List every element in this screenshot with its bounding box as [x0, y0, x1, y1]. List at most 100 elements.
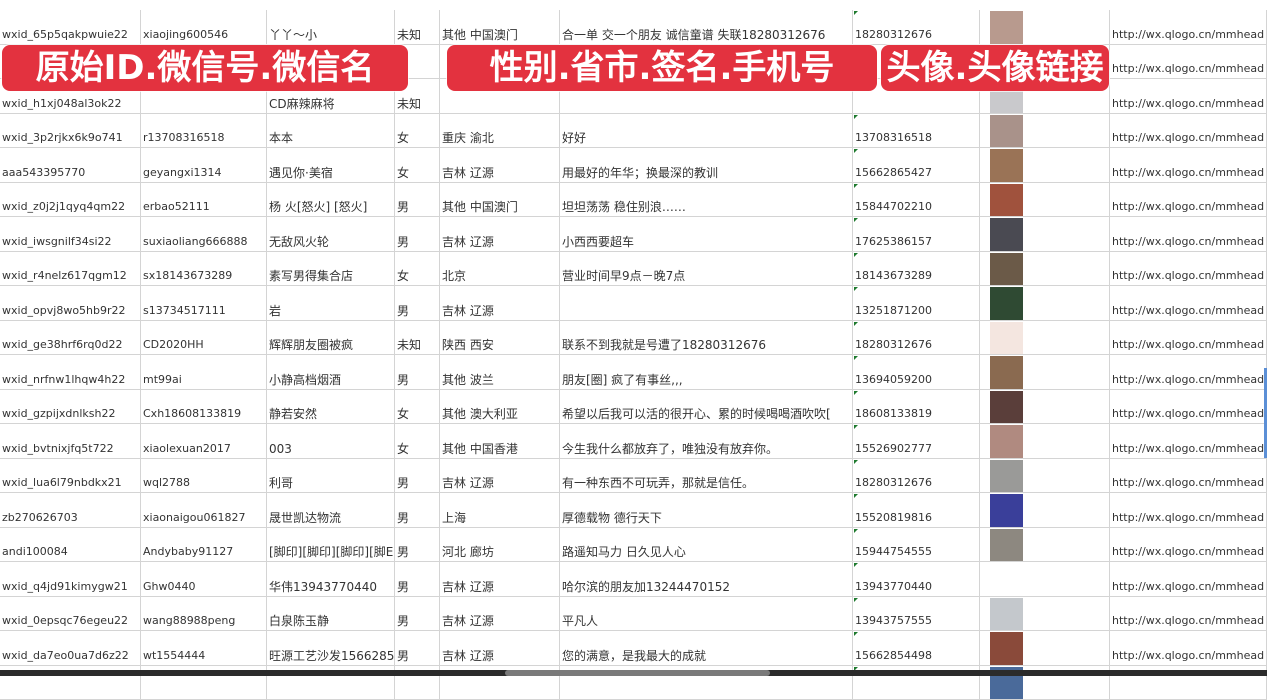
cell-avatar[interactable]	[980, 528, 1110, 562]
cell-avatar[interactable]	[980, 390, 1110, 424]
cell-signature[interactable]: 今生我什么都放弃了，唯独没有放弃你。	[560, 424, 853, 458]
cell-signature[interactable]: 希望以后我可以活的很开心、累的时候喝喝酒吹吹[	[560, 390, 853, 424]
cell-name[interactable]: 遇见你·美宿	[267, 148, 395, 182]
cell-signature[interactable]: 朋友[圈] 疯了有事丝,,,	[560, 355, 853, 389]
cell-region[interactable]: 上海	[440, 493, 560, 527]
cell-phone[interactable]: 18143673289	[853, 252, 980, 286]
cell-id[interactable]: wxid_iwsgnilf34si22	[0, 217, 141, 251]
cell-avatar[interactable]	[980, 183, 1110, 217]
cell-region[interactable]: 陕西 西安	[440, 321, 560, 355]
cell-avatar[interactable]	[980, 562, 1110, 596]
cell-name[interactable]: 辉辉朋友圈被疯	[267, 321, 395, 355]
cell-wechat[interactable]: mt99ai	[141, 355, 267, 389]
cell-wechat[interactable]: geyangxi1314	[141, 148, 267, 182]
cell-signature[interactable]: 您的满意，是我最大的成就	[560, 631, 853, 665]
cell-wechat[interactable]: Ghw0440	[141, 562, 267, 596]
cell-wechat[interactable]: suxiaoliang666888	[141, 217, 267, 251]
cell-wechat[interactable]: wt1554444	[141, 631, 267, 665]
cell-signature[interactable]: 联系不到我就是号遭了18280312676	[560, 321, 853, 355]
cell-id[interactable]: wxid_lua6l79nbdkx21	[0, 459, 141, 493]
cell-region[interactable]: 吉林 辽源	[440, 562, 560, 596]
cell-phone[interactable]: 18280312676	[853, 459, 980, 493]
cell-id[interactable]: aaa543395770	[0, 148, 141, 182]
cell-avatar[interactable]	[980, 424, 1110, 458]
cell-name[interactable]: 白泉陈玉静	[267, 597, 395, 631]
cell-gender[interactable]: 未知	[395, 10, 440, 44]
cell-wechat[interactable]: xiaonaigou061827	[141, 493, 267, 527]
cell-id[interactable]: wxid_65p5qakpwuie22	[0, 10, 141, 44]
cell-phone[interactable]: 15526902777	[853, 424, 980, 458]
cell-url[interactable]: http://wx.qlogo.cn/mmhead	[1110, 528, 1267, 562]
cell-url[interactable]: http://wx.qlogo.cn/mmhead	[1110, 424, 1267, 458]
cell-gender[interactable]: 男	[395, 459, 440, 493]
cell-wechat[interactable]: s13734517111	[141, 286, 267, 320]
cell-region[interactable]: 吉林 辽源	[440, 459, 560, 493]
cell-name[interactable]: 杨 火[怒火] [怒火]	[267, 183, 395, 217]
cell-wechat[interactable]: xiaolexuan2017	[141, 424, 267, 458]
cell-signature[interactable]: 路遥知马力 日久见人心	[560, 528, 853, 562]
cell-phone[interactable]: 15662854498	[853, 631, 980, 665]
cell-id[interactable]: wxid_bvtnixjfq5t722	[0, 424, 141, 458]
cell-id[interactable]: wxid_opvj8wo5hb9r22	[0, 286, 141, 320]
cell-signature[interactable]: 坦坦荡荡 稳住别浪……	[560, 183, 853, 217]
cell-phone[interactable]: 13708316518	[853, 114, 980, 148]
cell-url[interactable]: http://wx.qlogo.cn/mmhead	[1110, 45, 1267, 79]
cell-id[interactable]: wxid_da7eo0ua7d6z22	[0, 631, 141, 665]
cell-name[interactable]: 华伟13943770440	[267, 562, 395, 596]
cell-gender[interactable]: 男	[395, 631, 440, 665]
cell-phone[interactable]: 17625386157	[853, 217, 980, 251]
cell-avatar[interactable]	[980, 631, 1110, 665]
cell-region[interactable]: 吉林 辽源	[440, 597, 560, 631]
cell-signature[interactable]: 合一单 交一个朋友 诚信童谱 失联18280312676	[560, 10, 853, 44]
cell-avatar[interactable]	[980, 286, 1110, 320]
cell-wechat[interactable]: xiaojing600546	[141, 10, 267, 44]
cell-wechat[interactable]: r13708316518	[141, 114, 267, 148]
cell-region[interactable]: 重庆 渝北	[440, 114, 560, 148]
cell-avatar[interactable]	[980, 355, 1110, 389]
cell-gender[interactable]: 男	[395, 528, 440, 562]
cell-wechat[interactable]: Cxh18608133819	[141, 390, 267, 424]
cell-id[interactable]: wxid_z0j2j1qyq4qm22	[0, 183, 141, 217]
cell-id[interactable]: wxid_ge38hrf6rq0d22	[0, 321, 141, 355]
cell-gender[interactable]: 未知	[395, 321, 440, 355]
cell-url[interactable]: http://wx.qlogo.cn/mmhead	[1110, 321, 1267, 355]
cell-name[interactable]: 晟世凯达物流	[267, 493, 395, 527]
cell-gender[interactable]: 女	[395, 114, 440, 148]
cell-phone[interactable]: 15944754555	[853, 528, 980, 562]
cell-gender[interactable]: 男	[395, 217, 440, 251]
cell-avatar[interactable]	[980, 597, 1110, 631]
cell-name[interactable]: 静若安然	[267, 390, 395, 424]
cell-signature[interactable]: 好好	[560, 114, 853, 148]
cell-id[interactable]: wxid_0epsqc76egeu22	[0, 597, 141, 631]
cell-name[interactable]: 岩	[267, 286, 395, 320]
cell-region[interactable]: 其他 中国澳门	[440, 183, 560, 217]
cell-avatar[interactable]	[980, 252, 1110, 286]
cell-url[interactable]: http://wx.qlogo.cn/mmhead	[1110, 355, 1267, 389]
cell-gender[interactable]: 女	[395, 424, 440, 458]
cell-name[interactable]: 小静高档烟酒	[267, 355, 395, 389]
cell-region[interactable]: 吉林 辽源	[440, 148, 560, 182]
cell-url[interactable]: http://wx.qlogo.cn/mmhead	[1110, 183, 1267, 217]
cell-region[interactable]: 其他 澳大利亚	[440, 390, 560, 424]
cell-url[interactable]: http://wx.qlogo.cn/mmhead	[1110, 114, 1267, 148]
cell-signature[interactable]: 平凡人	[560, 597, 853, 631]
cell-id[interactable]: wxid_gzpijxdnlksh22	[0, 390, 141, 424]
horizontal-scrollbar[interactable]	[505, 670, 770, 676]
cell-url[interactable]: http://wx.qlogo.cn/mmhead	[1110, 390, 1267, 424]
cell-region[interactable]: 吉林 辽源	[440, 286, 560, 320]
cell-name[interactable]: 003	[267, 424, 395, 458]
cell-url[interactable]: http://wx.qlogo.cn/mmhead	[1110, 459, 1267, 493]
cell-signature[interactable]: 厚德载物 德行天下	[560, 493, 853, 527]
cell-signature[interactable]: 用最好的年华；换最深的教训	[560, 148, 853, 182]
cell-phone[interactable]: 13943770440	[853, 562, 980, 596]
cell-gender[interactable]: 男	[395, 286, 440, 320]
cell-id[interactable]: andi100084	[0, 528, 141, 562]
cell-signature[interactable]: 有一种东西不可玩弄，那就是信任。	[560, 459, 853, 493]
cell-avatar[interactable]	[980, 10, 1110, 44]
cell-url[interactable]: http://wx.qlogo.cn/mmhead	[1110, 493, 1267, 527]
cell-id[interactable]: wxid_q4jd91kimygw21	[0, 562, 141, 596]
cell-gender[interactable]: 女	[395, 148, 440, 182]
cell-signature[interactable]: 营业时间早9点－晚7点	[560, 252, 853, 286]
cell-avatar[interactable]	[980, 459, 1110, 493]
cell-name[interactable]: 丫丫～小	[267, 10, 395, 44]
